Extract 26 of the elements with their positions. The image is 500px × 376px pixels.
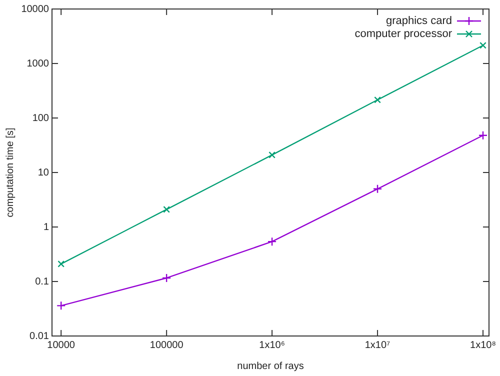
point xyxy=(56,301,66,310)
point xyxy=(267,236,277,246)
y-axis-title: computation time [s] xyxy=(4,128,16,218)
y-tick-label: 0.1 xyxy=(35,276,50,288)
legend-label: computer processor xyxy=(354,28,452,40)
point xyxy=(480,42,486,49)
point xyxy=(372,184,382,194)
x-tick-label: 1x10⁶ xyxy=(259,340,285,351)
y-tick-label: 0.01 xyxy=(30,330,50,342)
y-tick-label: 1 xyxy=(43,222,50,233)
y-tick-label: 10000 xyxy=(21,4,50,15)
x-tick-label: 1x10⁸ xyxy=(470,340,496,351)
point xyxy=(268,152,276,158)
x-tick-label: 10000 xyxy=(47,340,76,351)
x-axis-title: number of rays xyxy=(237,360,304,372)
y-tick-label: 100 xyxy=(32,112,50,124)
point xyxy=(162,273,172,283)
point xyxy=(58,260,65,268)
y-tick-label: 1000 xyxy=(26,58,50,70)
point xyxy=(374,96,381,104)
x-tick-label: 100000 xyxy=(150,340,184,351)
point xyxy=(478,130,488,140)
y-tick-label: 10 xyxy=(38,167,50,178)
legend-label: graphics card xyxy=(386,15,452,28)
point xyxy=(163,206,170,213)
x-tick-label: 1x10⁷ xyxy=(364,340,391,351)
